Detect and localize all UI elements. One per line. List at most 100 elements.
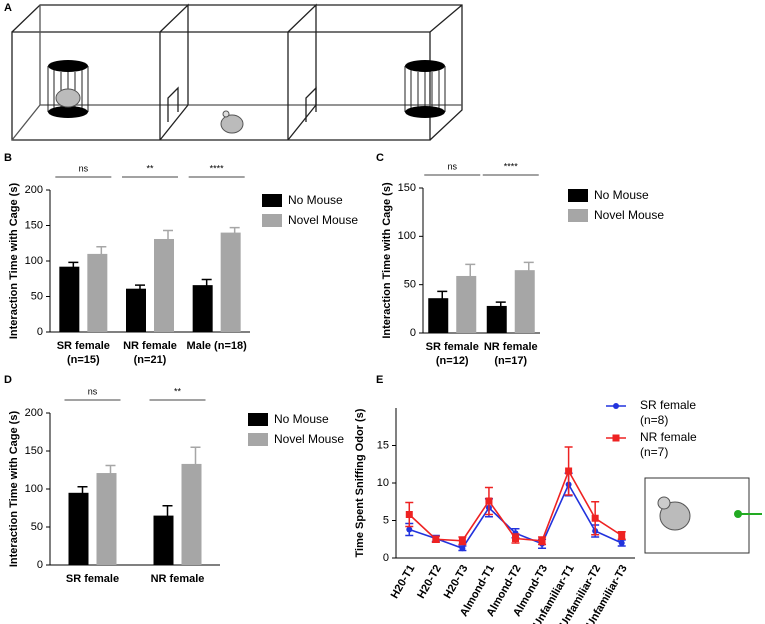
odor-mouse xyxy=(659,501,691,531)
y-tick-label: 50 xyxy=(404,279,416,291)
x-tick-note: (n=21) xyxy=(134,354,167,366)
odor-box xyxy=(644,477,750,554)
error-bar xyxy=(229,226,240,239)
panel-label: A xyxy=(4,2,12,14)
legend-label: Novel Mouse xyxy=(288,213,358,227)
x-tick-label: NR female xyxy=(151,573,205,585)
panel-label: B xyxy=(4,152,12,164)
significance-label: ** xyxy=(174,386,182,396)
legend-swatch xyxy=(568,189,588,202)
bar xyxy=(428,298,449,333)
divider-2 xyxy=(287,3,317,141)
point xyxy=(618,540,625,546)
significance-label: ns xyxy=(79,163,89,173)
error-bar xyxy=(437,290,448,306)
error-bar xyxy=(190,446,201,482)
back-edges xyxy=(11,5,462,141)
door-1 xyxy=(167,86,179,122)
bar xyxy=(126,288,146,332)
bar xyxy=(68,492,89,565)
x-tick-label: SR female xyxy=(66,573,119,585)
x-tick-label: NR female xyxy=(123,340,177,352)
y-tick-label: 150 xyxy=(25,445,43,457)
legend-marker xyxy=(612,434,620,442)
x-tick-label: H20-T3 xyxy=(442,563,471,601)
y-tick-label: 150 xyxy=(25,219,43,231)
bar xyxy=(59,266,80,332)
odor-mouse-ear xyxy=(657,496,671,510)
x-tick-note: (n=17) xyxy=(494,355,527,367)
bar xyxy=(486,305,507,333)
panel-label: D xyxy=(4,374,12,386)
legend-swatch xyxy=(262,214,282,227)
odor-diagram xyxy=(644,477,762,554)
y-tick-label: 200 xyxy=(25,184,43,196)
point xyxy=(512,535,519,542)
cage-right-bars xyxy=(404,66,446,117)
x-tick-note: (n=15) xyxy=(67,354,100,366)
significance-label: **** xyxy=(504,161,519,171)
y-tick-label: 0 xyxy=(37,326,43,338)
y-tick-label: 0 xyxy=(410,327,416,339)
point xyxy=(432,535,440,543)
panel-label: E xyxy=(376,374,383,386)
panel-label: C xyxy=(376,152,384,164)
error-bar xyxy=(465,263,476,289)
significance-label: ns xyxy=(447,161,457,171)
point xyxy=(565,467,573,475)
legend-label: NR female xyxy=(640,430,697,444)
x-tick-note: (n=12) xyxy=(436,355,469,367)
legend-label: No Mouse xyxy=(274,412,329,426)
legend-label: SR female xyxy=(640,398,696,412)
odor-tip xyxy=(734,510,742,518)
y-tick-label: 5 xyxy=(383,514,389,526)
y-tick-label: 100 xyxy=(25,255,43,267)
cage-right-top xyxy=(405,60,445,72)
significance-label: ** xyxy=(146,163,154,173)
y-tick-label: 200 xyxy=(25,407,43,419)
point xyxy=(485,497,493,505)
y-tick-label: 150 xyxy=(398,182,416,194)
door-2 xyxy=(305,86,317,122)
y-axis-label: Time Spent Sniffing Odor (s) xyxy=(354,408,366,557)
error-bar xyxy=(523,261,534,279)
point xyxy=(591,514,599,522)
y-axis-label: Interaction Time with Cage (s) xyxy=(8,183,20,340)
y-tick-label: 50 xyxy=(31,290,43,302)
bar xyxy=(220,232,241,332)
bar xyxy=(181,463,202,565)
point xyxy=(406,526,413,533)
bar xyxy=(514,270,535,333)
x-tick-label: H20-T2 xyxy=(415,563,444,601)
mouse-center xyxy=(220,114,244,134)
error-bar xyxy=(201,278,212,292)
y-tick-label: 15 xyxy=(377,439,389,451)
y-tick-label: 100 xyxy=(398,230,416,242)
point xyxy=(405,511,413,518)
point xyxy=(459,545,466,552)
significance-label: ns xyxy=(88,386,98,396)
bar xyxy=(153,515,174,565)
error-bar xyxy=(162,504,173,527)
mouse-in-cage xyxy=(55,88,81,108)
top-edges xyxy=(11,4,463,141)
divider-1 xyxy=(159,3,189,141)
three-chamber-diagram xyxy=(11,3,463,141)
y-tick-label: 0 xyxy=(383,552,389,564)
x-tick-label: H20-T1 xyxy=(389,563,418,601)
bar xyxy=(154,238,174,332)
legend-swatch xyxy=(248,413,268,426)
y-tick-label: 0 xyxy=(37,559,43,571)
legend-swatch xyxy=(568,209,588,222)
legend-swatch xyxy=(262,194,282,207)
bar xyxy=(96,473,117,565)
mouse-ear xyxy=(222,110,230,118)
legend-note: (n=7) xyxy=(640,445,668,459)
cage-left-bottom xyxy=(48,106,88,118)
y-tick-label: 100 xyxy=(25,483,43,495)
x-tick-label: SR female xyxy=(426,341,479,353)
legend-label: Novel Mouse xyxy=(594,208,664,222)
bar xyxy=(192,285,213,332)
